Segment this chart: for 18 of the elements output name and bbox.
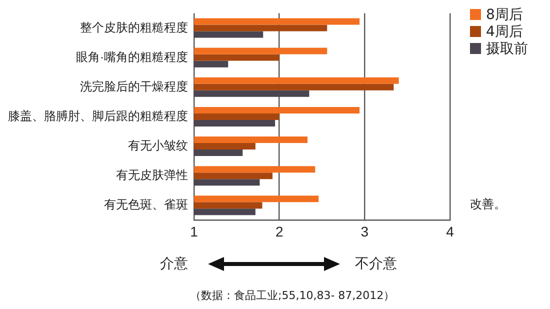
y-tick-label: 有无色斑、雀斑 (104, 198, 188, 212)
legend-label: 4周后 (486, 22, 523, 40)
x-tick-label: 1 (190, 223, 198, 240)
text: 改善。 (470, 196, 506, 213)
y-tick-label: 眼角·嘴角的粗糙程度 (76, 50, 188, 64)
x-tick-label: 3 (360, 223, 369, 240)
legend-label: 8周后 (486, 6, 523, 24)
y-tick-label: 洗完脸后的干燥程度 (80, 79, 188, 94)
text: 不介意 (355, 255, 397, 273)
text: （数据：食品工业;55,10,83- 87,2012） (190, 288, 395, 303)
x-tick-label: 2 (275, 223, 284, 240)
y-tick-label: 整个皮肤的粗糙程度 (80, 20, 188, 34)
text: 介意 (160, 255, 188, 273)
y-tick-label: 膝盖、胳膊肘、脚后跟的粗糙程度 (8, 109, 188, 124)
x-tick-label: 4 (446, 223, 454, 240)
y-tick-label: 有无皮肤弹性 (116, 168, 188, 182)
y-tick-label: 有无小皱纹 (128, 138, 188, 153)
legend-label: 摄取前 (486, 40, 528, 58)
